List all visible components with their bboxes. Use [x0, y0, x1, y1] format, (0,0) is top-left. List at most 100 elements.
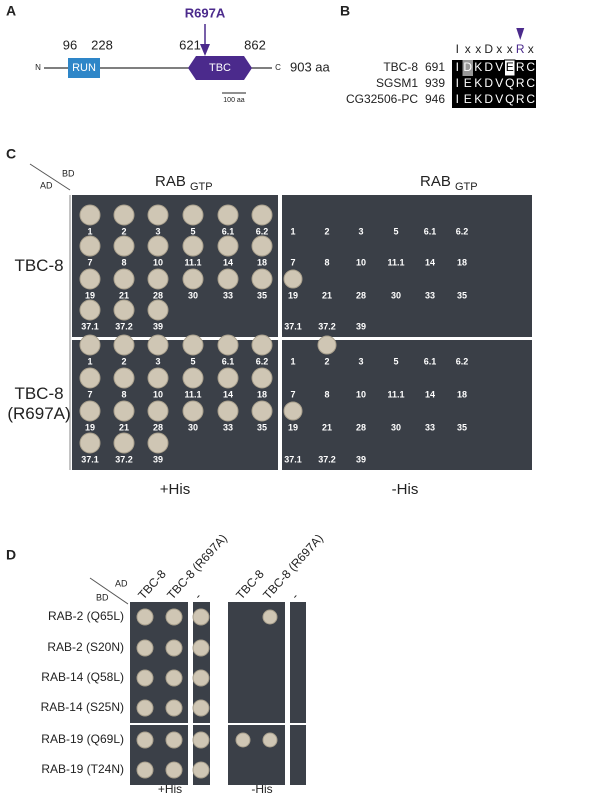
column-subscript: GTP [455, 181, 478, 193]
colony [147, 367, 169, 389]
colony [79, 432, 101, 454]
motif-letter: R [516, 42, 525, 56]
spot-label: 5 [393, 356, 398, 366]
residue-box [483, 92, 494, 108]
plate [228, 663, 285, 723]
spot-label: 19 [288, 290, 298, 300]
colony [165, 731, 183, 749]
colony [136, 608, 154, 626]
row-label: TBC-8 [14, 256, 64, 275]
residue-box [525, 92, 536, 108]
residue: V [495, 76, 503, 90]
spot-label: 33 [223, 422, 233, 432]
residue: V [495, 92, 503, 106]
colony [113, 299, 135, 321]
colony [113, 367, 135, 389]
spot-label: 14 [425, 389, 435, 399]
residue-box [515, 60, 526, 76]
residue: V [495, 60, 503, 74]
colony [217, 367, 239, 389]
panel-label: B [340, 3, 350, 19]
residue: C [526, 92, 535, 106]
spot-label: 7 [290, 257, 295, 267]
spot-label: 1 [290, 226, 295, 236]
motif-letter: x [475, 42, 481, 56]
divider [29, 163, 71, 191]
residue-box [494, 92, 505, 108]
residue-box [483, 60, 494, 76]
column-header: TBC-8 (R697A) [164, 531, 230, 602]
spot-label: 10 [153, 257, 163, 267]
spot-label: 11.1 [387, 257, 404, 267]
colony [251, 334, 273, 356]
residue: I [456, 60, 459, 74]
spot-label: 11.1 [184, 257, 201, 267]
spot-label: 37.2 [115, 454, 133, 464]
residue: E [464, 76, 472, 90]
spot-label: 21 [322, 290, 332, 300]
colony [192, 731, 210, 749]
row-label: RAB-19 (T24N) [41, 762, 124, 776]
column-header: - [288, 590, 301, 602]
residue-box [462, 60, 473, 76]
row-label: RAB-14 (Q58L) [41, 670, 124, 684]
motif-letter: x [507, 42, 513, 56]
row-label: RAB-14 (S25N) [41, 700, 124, 714]
colony [147, 235, 169, 257]
spot-label: 39 [356, 321, 366, 331]
arrowhead [200, 44, 210, 56]
row-label: RAB-2 (Q65L) [48, 609, 124, 623]
seq-start: 946 [425, 92, 445, 106]
colony [251, 367, 273, 389]
panel-label: D [6, 547, 16, 563]
residue: D [463, 60, 472, 74]
colony [79, 334, 101, 356]
spot-label: 33 [425, 422, 435, 432]
spot-label: 8 [324, 257, 329, 267]
colony [283, 269, 303, 289]
spot-label: 35 [457, 422, 467, 432]
seq-start: 939 [425, 76, 445, 90]
column-title: RAB [420, 173, 451, 190]
mutation: R697A [185, 5, 226, 20]
column-subscript: GTP [190, 181, 213, 193]
spot-label: 6.2 [256, 226, 269, 236]
plate [290, 725, 306, 785]
motif-letter: x [496, 42, 502, 56]
colony [217, 400, 239, 422]
plate [228, 725, 285, 785]
plate [282, 195, 532, 337]
seq-name: CG32506-PC [346, 92, 418, 106]
colony [182, 235, 204, 257]
spot-label: 5 [393, 226, 398, 236]
spot-label: 3 [358, 356, 363, 366]
spot-label: 37.2 [318, 454, 336, 464]
residue-box [504, 92, 515, 108]
residue-box [515, 92, 526, 108]
colony [136, 731, 154, 749]
colony [79, 400, 101, 422]
colony [182, 268, 204, 290]
colony [165, 699, 183, 717]
residue-box [494, 60, 505, 76]
spot-label: 28 [356, 290, 366, 300]
residue: R [516, 76, 525, 90]
residue: K [474, 76, 482, 90]
residue-box [462, 92, 473, 108]
colony [251, 268, 273, 290]
condition: -His [392, 481, 419, 498]
n-term: N [35, 63, 41, 72]
bd-label: BD [96, 592, 109, 602]
spot-label: 6.2 [456, 226, 469, 236]
spot-label: 8 [324, 389, 329, 399]
colony [192, 639, 210, 657]
scale-label: 100 aa [223, 97, 245, 104]
spot-label: 37.1 [81, 321, 99, 331]
spot-label: 3 [358, 226, 363, 236]
colony [262, 609, 278, 625]
condition: +His [160, 481, 190, 498]
arrowhead [516, 28, 525, 40]
residue-box [473, 60, 484, 76]
plate [290, 663, 306, 723]
